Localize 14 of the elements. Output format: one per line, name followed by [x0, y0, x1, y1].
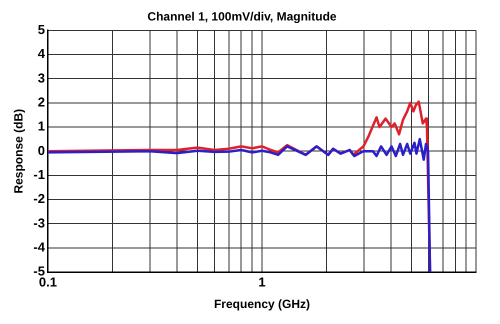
y-axis-title: Response (dB) [12, 108, 26, 194]
y-tick-label: 5 [38, 22, 45, 37]
chart-title: Channel 1, 100mV/div, Magnitude [147, 10, 337, 24]
x-axis-title: Frequency (GHz) [214, 297, 310, 312]
y-tick-label: 4 [38, 46, 46, 62]
y-tick-label: -4 [33, 239, 46, 254]
y-tick-label: 1 [38, 118, 45, 134]
y-tick-label: -5 [33, 264, 45, 279]
y-tick-label: 2 [38, 94, 45, 110]
y-tick-label: 0 [38, 142, 45, 158]
y-tick-label: -1 [33, 166, 45, 182]
y-tick-label: 3 [38, 70, 45, 86]
y-tick-label: -2 [33, 191, 45, 206]
y-tick-label: -3 [33, 215, 45, 230]
